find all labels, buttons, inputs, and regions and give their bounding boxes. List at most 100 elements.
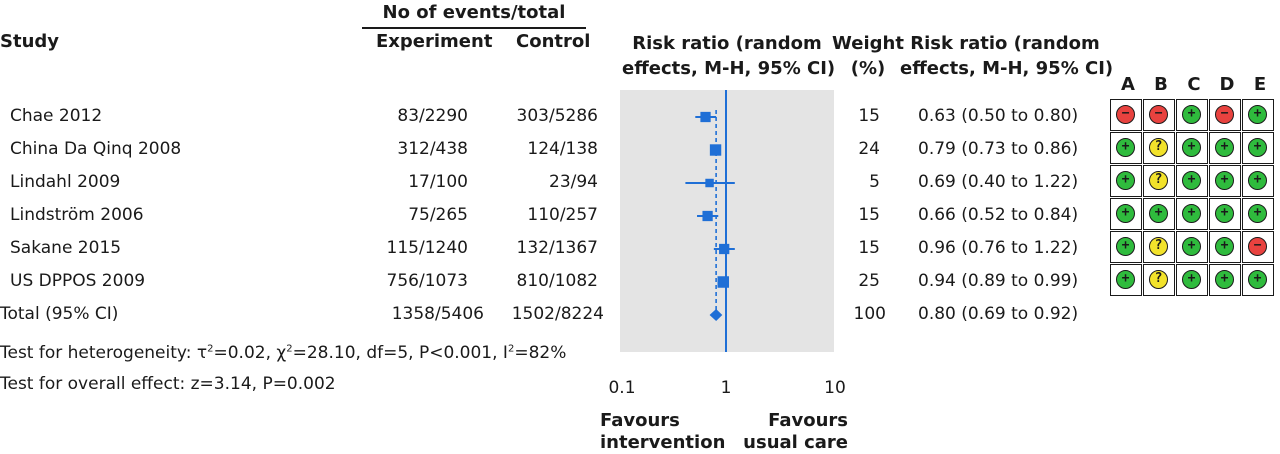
rob-cell: ?: [1143, 165, 1175, 197]
rob-cell: +: [1176, 99, 1208, 131]
rob-cell: +: [1209, 231, 1241, 263]
study-ci-text: 0.66 (0.52 to 0.84): [918, 205, 1079, 225]
study-ci-text: 0.79 (0.73 to 0.86): [918, 139, 1079, 159]
total-control-events: 1502/8224: [511, 304, 604, 324]
risk-ratio-plot-header-line2: effects, M-H, 95% CI): [622, 58, 836, 79]
total-experiment-events: 1358/5406: [391, 304, 484, 324]
study-weight: 15: [858, 106, 880, 126]
events-group-header: No of events/total: [382, 2, 566, 23]
rob-cell: +: [1143, 198, 1175, 230]
rob-low-icon: +: [1182, 237, 1201, 256]
study-ci-text: 0.69 (0.40 to 1.22): [918, 172, 1079, 192]
total-label: Total (95% CI): [0, 304, 119, 324]
rob-domain-b: B: [1154, 74, 1168, 95]
rob-low-icon: +: [1116, 204, 1135, 223]
study-name: Lindahl 2009: [10, 172, 121, 192]
control-events: 132/1367: [516, 238, 598, 258]
risk-ratio-plot-header-line1: Risk ratio (random: [632, 33, 822, 54]
study-weight: 15: [858, 238, 880, 258]
study-ci-text: 0.94 (0.89 to 0.99): [918, 271, 1079, 291]
rob-cell: +: [1110, 231, 1142, 263]
favours-intervention-line1: Favours: [600, 410, 680, 431]
study-name: Chae 2012: [10, 106, 103, 126]
point-marker: [705, 178, 714, 188]
rob-cell: +: [1110, 132, 1142, 164]
control-events: 124/138: [527, 139, 598, 159]
study-weight: 5: [869, 172, 880, 192]
risk-ratio-text-header-line2: effects, M-H, 95% CI): [900, 58, 1114, 79]
experiment-events: 312/438: [397, 139, 468, 159]
rob-low-icon: +: [1215, 204, 1234, 223]
axis-tick-0-1: 0.1: [608, 378, 636, 398]
rob-unclear-icon: ?: [1149, 171, 1168, 190]
table-row: Sakane 2015 115/1240 132/1367 15 0.96 (0…: [0, 232, 1280, 265]
weight-header-line2: (%): [850, 58, 886, 79]
experiment-events: 115/1240: [386, 238, 468, 258]
study-weight: 25: [858, 271, 880, 291]
study-name: US DPPOS 2009: [10, 271, 146, 291]
rob-cell: +: [1110, 198, 1142, 230]
rob-cell: +: [1176, 264, 1208, 296]
rob-low-icon: +: [1182, 105, 1201, 124]
rob-unclear-icon: ?: [1149, 138, 1168, 157]
total-diamond: [709, 309, 723, 321]
study-name: China Da Qinq 2008: [10, 139, 182, 159]
favours-usual-care-line1: Favours: [768, 410, 848, 431]
experiment-events: 756/1073: [386, 271, 468, 291]
rob-low-icon: +: [1248, 204, 1267, 223]
experiment-events: 75/265: [408, 205, 468, 225]
study-name: Lindström 2006: [10, 205, 144, 225]
weight-header-line1: Weight: [832, 33, 904, 54]
rob-cell: +: [1209, 198, 1241, 230]
study-weight: 24: [858, 139, 880, 159]
rob-cell: +: [1209, 165, 1241, 197]
rob-cell: +: [1176, 198, 1208, 230]
rob-low-icon: +: [1215, 237, 1234, 256]
risk-ratio-plot-header: Risk ratio (random effects, M-H, 95% CI): [622, 31, 836, 81]
rob-high-icon: −: [1215, 105, 1234, 124]
study-ci-text: 0.63 (0.50 to 0.80): [918, 106, 1079, 126]
rob-low-icon: +: [1248, 138, 1267, 157]
rob-cell: −: [1110, 99, 1142, 131]
overall-effect-text: Test for overall effect: z=3.14, P=0.002: [0, 374, 336, 394]
point-marker: [717, 276, 730, 288]
rob-cell: +: [1176, 231, 1208, 263]
rob-cell: +: [1242, 165, 1274, 197]
study-header: Study: [0, 31, 60, 52]
rob-cell: ?: [1143, 264, 1175, 296]
table-row: China Da Qinq 2008 312/438 124/138 24 0.…: [0, 133, 1280, 166]
rob-cell: +: [1242, 198, 1274, 230]
rob-cell: +: [1176, 132, 1208, 164]
rob-low-icon: +: [1248, 270, 1267, 289]
favours-intervention-label: Favours intervention: [600, 410, 725, 454]
rob-low-icon: +: [1116, 138, 1135, 157]
favours-intervention-line2: intervention: [600, 432, 726, 453]
rob-low-icon: +: [1182, 204, 1201, 223]
study-weight: 15: [858, 205, 880, 225]
total-row: Total (95% CI) 1358/5406 1502/8224 100 0…: [0, 298, 1280, 331]
rob-cell: +: [1209, 264, 1241, 296]
rob-domain-a: A: [1121, 74, 1135, 95]
forest-plot-svg: [685, 90, 735, 352]
study-name: Sakane 2015: [10, 238, 122, 258]
study-ci-text: 0.96 (0.76 to 1.22): [918, 238, 1079, 258]
rob-cell: +: [1242, 132, 1274, 164]
rob-cell: +: [1242, 99, 1274, 131]
control-header: Control: [516, 31, 591, 52]
rob-low-icon: +: [1248, 171, 1267, 190]
rob-cell: ?: [1143, 132, 1175, 164]
table-row: Lindahl 2009 17/100 23/94 5 0.69 (0.40 t…: [0, 166, 1280, 199]
rob-low-icon: +: [1248, 105, 1267, 124]
rob-low-icon: +: [1215, 270, 1234, 289]
rob-cell: −: [1209, 99, 1241, 131]
control-events: 303/5286: [516, 106, 598, 126]
total-ci-text: 0.80 (0.69 to 0.92): [918, 304, 1079, 324]
table-row: Chae 2012 83/2290 303/5286 15 0.63 (0.50…: [0, 100, 1280, 133]
rob-high-icon: −: [1248, 237, 1267, 256]
rob-low-icon: +: [1116, 270, 1135, 289]
favours-usual-care-line2: usual care: [743, 432, 848, 453]
events-group-rule: [362, 27, 586, 29]
rob-low-icon: +: [1182, 138, 1201, 157]
rob-high-icon: −: [1116, 105, 1135, 124]
rob-cell: −: [1143, 99, 1175, 131]
